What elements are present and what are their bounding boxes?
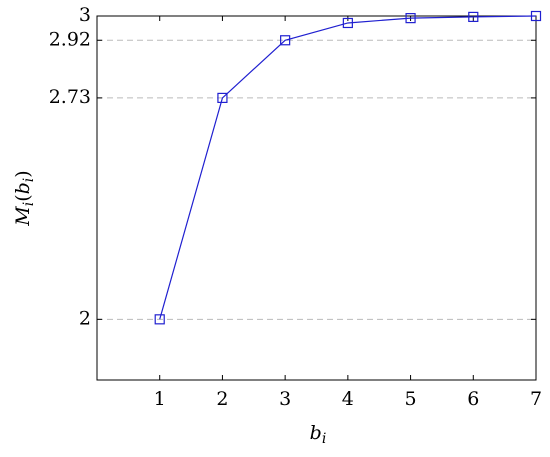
- marker: [280, 35, 291, 46]
- marker: [530, 10, 542, 22]
- series-line: [159, 15, 537, 320]
- x-tick-label: 4: [342, 388, 354, 410]
- marker: [405, 13, 416, 24]
- plot-frame: [96, 15, 537, 381]
- y-label-part: ): [12, 170, 34, 177]
- y-tick-label: 2.73: [49, 86, 91, 108]
- y-label-part: (: [12, 194, 34, 201]
- x-tick-label: 6: [467, 388, 479, 410]
- marker: [217, 92, 228, 104]
- x-tick-label: 2: [216, 388, 228, 410]
- x-tick-label: 3: [279, 388, 291, 410]
- y-label-part: i: [21, 202, 37, 206]
- marker: [468, 11, 479, 23]
- y-label-part: i: [21, 178, 37, 182]
- y-tick-label: 2: [79, 307, 91, 329]
- marker: [154, 314, 165, 325]
- x-tick-label: 1: [154, 388, 166, 410]
- y-label-part: b: [12, 182, 34, 194]
- y-label-part: M: [12, 206, 34, 227]
- y-tick-label: 3: [79, 4, 91, 26]
- x-tick-label: 7: [530, 388, 542, 410]
- x-tick-label: 5: [405, 388, 417, 410]
- x-axis-label: bi: [310, 422, 327, 447]
- marker: [342, 17, 353, 29]
- x-label-main: b: [310, 422, 322, 444]
- y-tick-label: 2.92: [49, 28, 91, 50]
- y-axis-label: Mi(bi): [12, 170, 37, 226]
- x-label-sub: i: [322, 431, 326, 447]
